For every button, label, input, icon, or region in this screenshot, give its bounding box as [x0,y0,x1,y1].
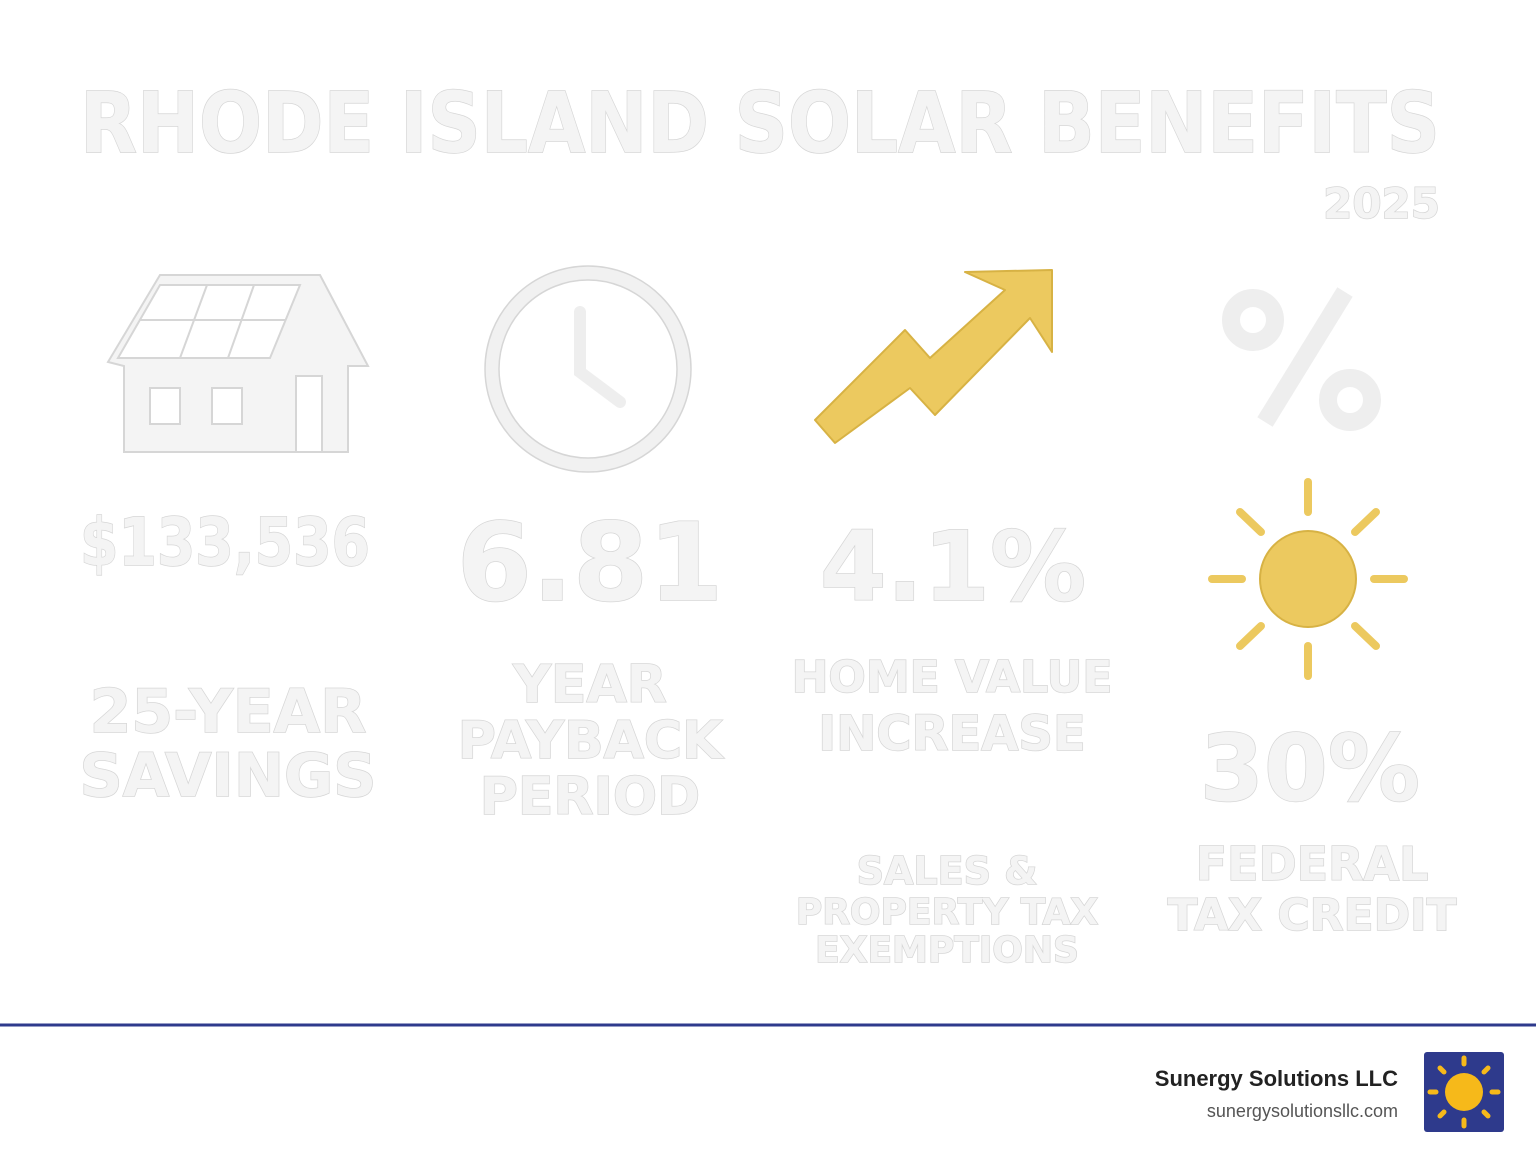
stat-label: YEAR [512,655,666,715]
company-url: sunergysolutionsllc.com [1207,1101,1398,1121]
stat-label: PERIOD [480,767,700,827]
stat-label: INCREASE [818,706,1086,762]
stat-label: SAVINGS [79,741,376,811]
stat-value: 4.1% [820,511,1086,623]
stat-label: PAYBACK [458,711,724,771]
logo [1424,1052,1504,1132]
clock-icon [484,265,692,473]
stat-value: 30% [1200,715,1420,822]
extra-label: EXEMPTIONS [815,930,1079,971]
stat-label: 25-YEAR [90,677,367,747]
stat-value: $133,536 [80,504,370,581]
stat-label: TAX CREDIT [1167,890,1456,941]
percent-icon [1222,287,1381,431]
extra-label: SALES & [857,849,1038,893]
company-name: Sunergy Solutions LLC [1155,1066,1398,1091]
house-icon [106,274,370,453]
stat-value: 6.81 [457,501,723,626]
extra-label: PROPERTY TAX [796,892,1099,933]
year: 2025 [1323,179,1440,228]
sun-icon [1208,478,1408,680]
title: RHODE ISLAND SOLAR BENEFITS [80,74,1440,172]
stat-label: FEDERAL [1196,837,1429,891]
arrow-icon [814,269,1053,444]
stat-label: HOME VALUE [792,652,1113,703]
